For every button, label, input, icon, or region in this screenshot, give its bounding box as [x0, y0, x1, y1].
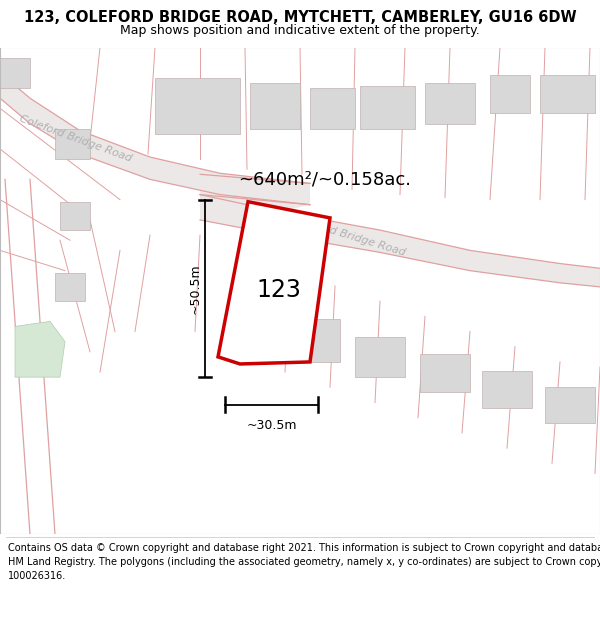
Bar: [545, 388, 595, 422]
Polygon shape: [218, 202, 330, 364]
Bar: [490, 75, 530, 113]
Text: ~50.5m: ~50.5m: [188, 263, 202, 314]
Text: Coleford Bridge Road: Coleford Bridge Road: [290, 213, 407, 258]
Bar: [250, 83, 300, 129]
Text: 123, COLEFORD BRIDGE ROAD, MYTCHETT, CAMBERLEY, GU16 6DW: 123, COLEFORD BRIDGE ROAD, MYTCHETT, CAM…: [23, 9, 577, 24]
Bar: [55, 272, 85, 301]
Bar: [355, 337, 405, 377]
Polygon shape: [200, 174, 310, 212]
Bar: [360, 86, 415, 129]
Bar: [55, 129, 90, 159]
Polygon shape: [0, 73, 310, 205]
Bar: [540, 75, 595, 113]
Polygon shape: [200, 194, 600, 289]
Text: 123: 123: [257, 278, 302, 302]
Bar: [310, 88, 355, 129]
Bar: [482, 371, 532, 408]
Text: Map shows position and indicative extent of the property.: Map shows position and indicative extent…: [120, 24, 480, 37]
Bar: [0, 58, 30, 88]
Bar: [425, 83, 475, 124]
Bar: [420, 354, 470, 392]
Bar: [155, 78, 240, 134]
Text: Contains OS data © Crown copyright and database right 2021. This information is : Contains OS data © Crown copyright and d…: [8, 542, 600, 581]
Text: ~640m²/~0.158ac.: ~640m²/~0.158ac.: [238, 171, 411, 188]
Text: ~30.5m: ~30.5m: [246, 419, 297, 432]
Polygon shape: [15, 321, 65, 377]
Text: Coleford Bridge Road: Coleford Bridge Road: [18, 114, 133, 164]
Bar: [290, 319, 340, 362]
Bar: [60, 202, 90, 230]
